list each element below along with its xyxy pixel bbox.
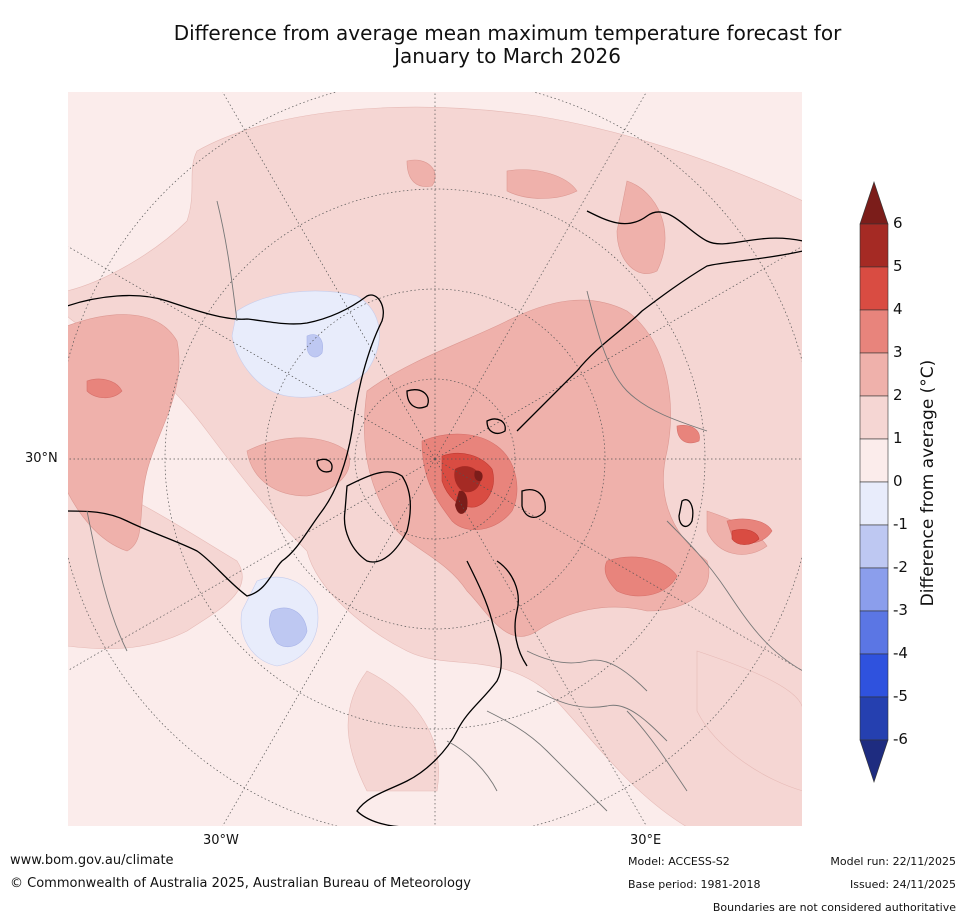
colorbar-tick-label: 2 [893, 386, 903, 404]
colorbar-band-b4_5 [859, 266, 889, 311]
anomaly-field-minus1-0 [231, 290, 380, 667]
issued-text: Issued: 24/11/2025 [849, 878, 956, 891]
forecast-map [67, 91, 803, 827]
colorbar-tick-label: 0 [893, 472, 903, 490]
colorbar-tick-label: -2 [893, 558, 908, 576]
colorbar-tick-label: 1 [893, 429, 903, 447]
colorbar-band-bm3_m2 [859, 567, 889, 612]
colorbar-tick-label: -1 [893, 515, 908, 533]
colorbar-band-bm5_m4 [859, 653, 889, 698]
country-borders [86, 200, 803, 812]
lon-label-30e: 30°E [630, 833, 662, 848]
coastlines [67, 210, 803, 827]
colorbar-title: Difference from average (°C) [918, 359, 938, 607]
anomaly-field-5-6 [454, 466, 481, 493]
colorbar-tick-label: -4 [893, 644, 908, 662]
model-run-text: Model run: 22/11/2025 [830, 855, 956, 868]
boundaries-note: Boundaries are not considered authoritat… [712, 901, 956, 914]
coast-siberia [516, 250, 803, 432]
lat-label-30n: 30°N [25, 451, 58, 466]
graticule [67, 91, 803, 827]
model-text: Model: ACCESS-S2 [628, 855, 730, 868]
colorbar-tick-label: 6 [893, 214, 903, 232]
title-line-1: Difference from average mean maximum tem… [173, 21, 842, 45]
colorbar-tick-label: 4 [893, 300, 903, 318]
colorbar-tick-label: -3 [893, 601, 908, 619]
website-link[interactable]: www.bom.gov.au/climate [10, 853, 174, 868]
anomaly-field-minus2-minus1 [268, 334, 323, 647]
coast-greenland [343, 471, 411, 563]
coast-north-america [67, 294, 384, 597]
colorbar-band-bm1_0 [859, 481, 889, 526]
colorbar-band-b2_3 [859, 352, 889, 397]
colorbar-tick-label: 5 [893, 257, 903, 275]
colorbar-band-b5_6 [859, 223, 889, 268]
colorbar-band-b0_1 [859, 438, 889, 483]
colorbar [859, 181, 889, 783]
lon-label-30w: 30°W [203, 833, 239, 848]
colorbar-band-bm4_m3 [859, 610, 889, 655]
colorbar-extend-top [859, 181, 889, 225]
colorbar-extend-bottom [859, 739, 889, 783]
coast-europe [356, 560, 502, 827]
coast-caspian [678, 499, 694, 528]
colorbar-band-bm2_m1 [859, 524, 889, 569]
colorbar-band-bm6_m5 [859, 696, 889, 741]
anomaly-field-above-6 [455, 470, 483, 514]
anomaly-field-2-3 [67, 159, 768, 637]
title-line-2: January to March 2026 [394, 44, 621, 68]
chart-title: Difference from average mean maximum tem… [60, 22, 955, 68]
colorbar-tick-label: -5 [893, 687, 908, 705]
colorbar-tick-label: -6 [893, 730, 908, 748]
colorbar-band-b3_4 [859, 309, 889, 354]
colorbar-band-b1_2 [859, 395, 889, 440]
copyright-text: © Commonwealth of Australia 2025, Austra… [10, 876, 471, 891]
colorbar-tick-label: 3 [893, 343, 903, 361]
base-period-text: Base period: 1981-2018 [628, 878, 761, 891]
